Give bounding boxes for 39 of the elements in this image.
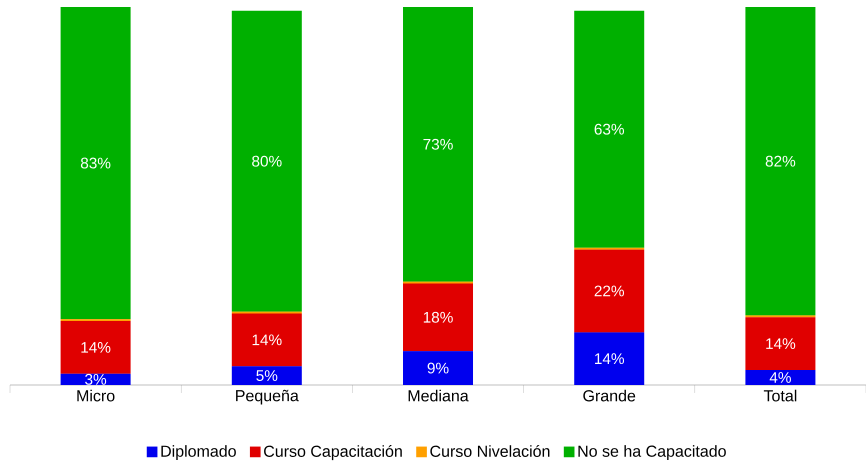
data-label: 4% <box>770 372 791 383</box>
bar <box>574 10 644 248</box>
legend-label: Curso Capacitación <box>264 445 402 460</box>
data-label: 9% <box>428 362 449 374</box>
bar <box>403 6 474 282</box>
data-label: 73% <box>423 138 453 150</box>
x-tick-label: Grande <box>583 390 636 402</box>
data-label: 22% <box>594 286 624 296</box>
x-tick-label: Pequeña <box>236 390 299 405</box>
data-label: 14% <box>766 338 796 349</box>
legend-label: Diplomado <box>161 445 236 460</box>
x-tick-label: Micro <box>77 390 114 402</box>
data-label: 14% <box>252 334 282 346</box>
data-label: 82% <box>766 156 796 167</box>
legend-label: Curso Nivelación <box>430 445 550 457</box>
bar <box>574 250 644 332</box>
bar <box>60 321 131 374</box>
data-label: 14% <box>595 353 624 364</box>
data-label: 3% <box>85 374 106 385</box>
x-tick-label: Total <box>764 390 796 402</box>
data-label: 14% <box>81 342 110 353</box>
data-label: 5% <box>256 370 278 381</box>
bar <box>574 332 644 385</box>
data-label: 63% <box>594 124 624 135</box>
bar <box>232 10 302 312</box>
data-label: 80% <box>252 156 282 167</box>
data-label: 18% <box>424 312 453 323</box>
bar <box>232 366 302 385</box>
bar <box>232 314 302 366</box>
x-tick-label: Mediana <box>408 390 469 402</box>
bar <box>745 6 816 316</box>
bar <box>403 351 474 385</box>
data-label: 83% <box>80 158 110 169</box>
legend-label: No se ha Capacitado <box>578 445 726 460</box>
bar <box>60 6 131 320</box>
bar <box>745 317 816 370</box>
bar <box>745 370 816 385</box>
bar <box>60 374 131 385</box>
bar <box>403 283 474 352</box>
